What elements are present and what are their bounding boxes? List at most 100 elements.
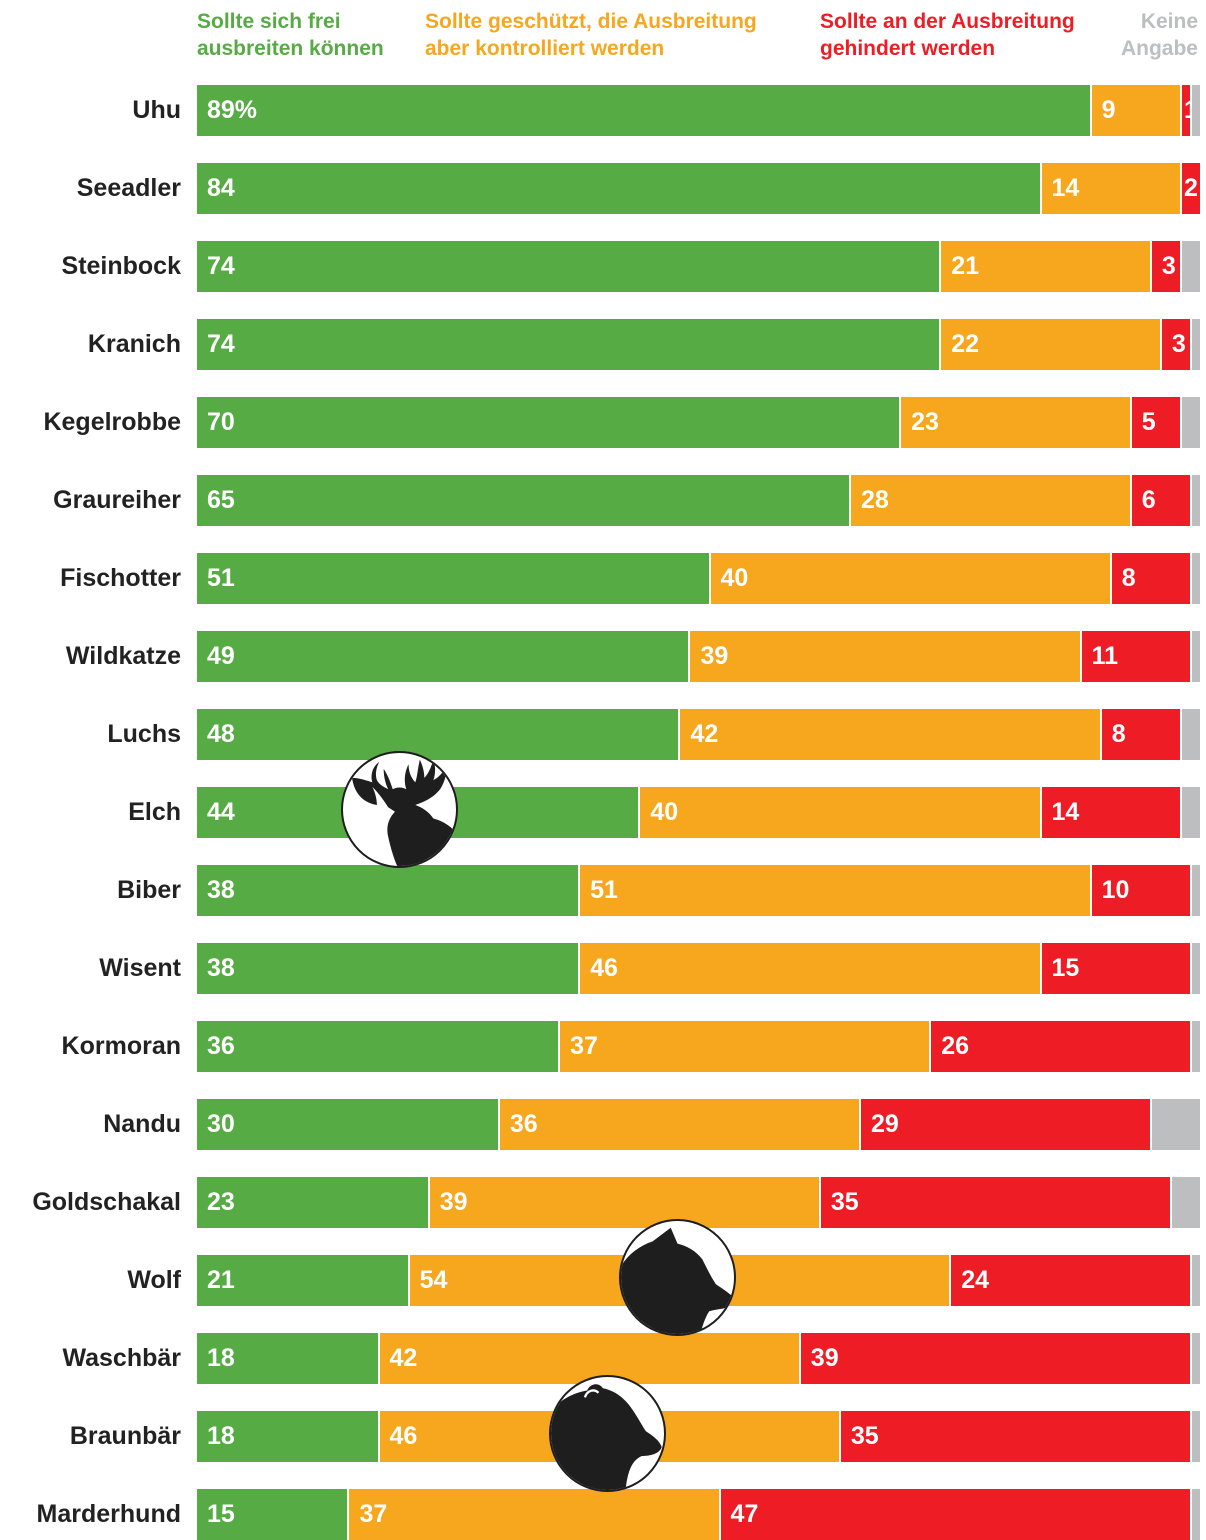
bar-free: 36 <box>197 1021 559 1072</box>
bar-no-answer <box>1189 553 1200 604</box>
moose-icon <box>341 751 458 868</box>
bar-prevented: 8 <box>1099 709 1180 760</box>
bar-controlled: 40 <box>638 787 1040 838</box>
category-label: Braunbär <box>69 1422 181 1450</box>
data-label: 8 <box>1121 564 1136 592</box>
category-label: Uhu <box>132 96 181 124</box>
bar-no-answer <box>1189 1333 1200 1384</box>
data-label: 54 <box>419 1266 448 1294</box>
data-label: 46 <box>389 1422 418 1450</box>
bar-controlled: 42 <box>678 709 1100 760</box>
category-label: Steinbock <box>61 252 181 280</box>
bar-row: Wolf 21 54 24 <box>0 1255 1206 1306</box>
data-label: 51 <box>207 564 235 592</box>
category-label: Graureiher <box>53 486 181 514</box>
bar-row: Steinbock 74 21 3 <box>0 241 1206 292</box>
data-label: 10 <box>1101 876 1130 904</box>
bar-no-answer <box>1189 85 1200 136</box>
bar-controlled: 51 <box>578 865 1090 916</box>
bar-no-answer <box>1189 1255 1200 1306</box>
bar-row: Biber 38 51 10 <box>0 865 1206 916</box>
bar-row: Goldschakal 23 39 35 <box>0 1177 1206 1228</box>
bar-prevented: 15 <box>1039 943 1190 994</box>
bar-row: Wisent 38 46 15 <box>0 943 1206 994</box>
bar-no-answer <box>1179 709 1200 760</box>
bar-prevented: 39 <box>798 1333 1190 1384</box>
bar-free: 21 <box>197 1255 408 1306</box>
bar-no-answer <box>1189 1411 1200 1462</box>
bar-no-answer <box>1189 1489 1200 1540</box>
data-label: 40 <box>650 798 679 826</box>
bar-controlled: 23 <box>899 397 1130 448</box>
bar-prevented: 26 <box>929 1021 1190 1072</box>
data-label: 84 <box>207 174 235 202</box>
bar-free: 30 <box>197 1099 498 1150</box>
data-label: 30 <box>207 1110 235 1138</box>
data-label: 39 <box>700 642 729 670</box>
bar-controlled: 37 <box>347 1489 719 1540</box>
bar-row: Kegelrobbe 70 23 5 <box>0 397 1206 448</box>
data-label: 24 <box>961 1266 990 1294</box>
data-label: 42 <box>389 1344 418 1372</box>
bar-controlled: 37 <box>558 1021 930 1072</box>
data-label: 26 <box>941 1032 969 1060</box>
bar-free: 15 <box>197 1489 348 1540</box>
data-label: 5 <box>1141 408 1156 436</box>
data-label: 14 <box>1051 798 1080 826</box>
bar-free: 89% <box>197 85 1090 136</box>
bar-free: 18 <box>197 1411 378 1462</box>
data-label: 40 <box>720 564 749 592</box>
bar-row: Waschbär 18 42 39 <box>0 1333 1206 1384</box>
legend-item-controlled: Sollte geschützt, die Ausbreitung aber k… <box>425 10 757 60</box>
bar-row: Kranich 74 22 3 <box>0 319 1206 370</box>
bar-no-answer <box>1169 1177 1200 1228</box>
bar-free: 18 <box>197 1333 378 1384</box>
data-label: 2 <box>1183 174 1198 202</box>
bar-prevented: 14 <box>1039 787 1180 838</box>
data-label: 23 <box>207 1188 235 1216</box>
bar-prevented: 6 <box>1129 475 1190 526</box>
data-label: 44 <box>207 798 235 826</box>
data-label: 3 <box>1171 330 1186 358</box>
data-label: 65 <box>207 486 235 514</box>
data-label: 48 <box>207 720 235 748</box>
bar-free: 74 <box>197 319 940 370</box>
category-label: Fischotter <box>60 564 181 592</box>
category-label: Wolf <box>127 1266 181 1294</box>
data-label: 46 <box>590 954 618 982</box>
data-label: 15 <box>207 1500 235 1528</box>
bar-controlled: 22 <box>939 319 1160 370</box>
bar-no-answer <box>1189 631 1200 682</box>
data-label: 47 <box>730 1500 759 1528</box>
bar-row: Elch 44 40 14 <box>0 787 1206 838</box>
category-label: Goldschakal <box>32 1188 181 1216</box>
bar-prevented: 8 <box>1109 553 1190 604</box>
bar-free: 51 <box>197 553 709 604</box>
category-label: Nandu <box>103 1110 181 1138</box>
category-label: Elch <box>128 798 181 826</box>
category-label: Luchs <box>107 720 181 748</box>
bar-controlled: 39 <box>427 1177 819 1228</box>
data-label: 35 <box>830 1188 859 1216</box>
category-label: Wildkatze <box>65 642 181 670</box>
category-label: Marderhund <box>36 1500 181 1528</box>
bar-free: 48 <box>197 709 679 760</box>
category-label: Seeadler <box>76 174 181 202</box>
bar-row: Marderhund 15 37 47 <box>0 1489 1206 1540</box>
bear-icon <box>549 1375 666 1492</box>
bar-prevented: 24 <box>949 1255 1190 1306</box>
data-label: 51 <box>590 876 618 904</box>
data-label: 6 <box>1141 486 1156 514</box>
bar-no-answer <box>1179 397 1200 448</box>
data-label: 38 <box>207 954 235 982</box>
data-label: 29 <box>870 1110 899 1138</box>
data-label: 38 <box>207 876 235 904</box>
category-label: Wisent <box>99 954 181 982</box>
data-label: 37 <box>359 1500 388 1528</box>
bar-controlled: 28 <box>848 475 1130 526</box>
bar-controlled: 14 <box>1039 163 1180 214</box>
bar-free: 38 <box>197 865 579 916</box>
bar-free: 84 <box>197 163 1040 214</box>
bar-controlled: 9 <box>1089 85 1180 136</box>
data-label: 9 <box>1101 96 1116 124</box>
